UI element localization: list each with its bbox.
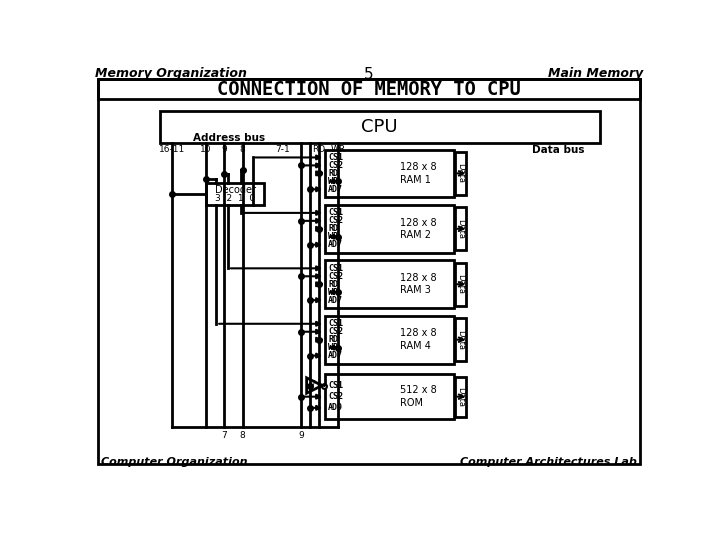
Bar bbox=[455, 318, 466, 361]
Text: Computer Architectures Lab: Computer Architectures Lab bbox=[460, 457, 637, 467]
Text: 7: 7 bbox=[221, 431, 227, 440]
Text: 128 x 8
RAM 1: 128 x 8 RAM 1 bbox=[400, 162, 437, 185]
Text: 5: 5 bbox=[364, 67, 374, 82]
Text: CS1: CS1 bbox=[328, 208, 343, 218]
Text: CS1: CS1 bbox=[328, 381, 343, 390]
Bar bbox=[325, 316, 454, 363]
Text: AD7: AD7 bbox=[328, 296, 343, 305]
Text: Computer Organization: Computer Organization bbox=[101, 457, 248, 467]
Text: 8: 8 bbox=[240, 145, 246, 154]
Text: WR: WR bbox=[328, 288, 338, 296]
Text: Address bus: Address bus bbox=[193, 132, 265, 143]
Text: AD9: AD9 bbox=[328, 403, 343, 413]
Text: CS1: CS1 bbox=[328, 264, 343, 273]
Text: 7: 7 bbox=[310, 380, 315, 389]
Text: 16-11: 16-11 bbox=[158, 145, 185, 154]
Text: CS2: CS2 bbox=[328, 327, 343, 336]
Text: Data bus: Data bus bbox=[532, 145, 585, 155]
Text: 8: 8 bbox=[240, 431, 246, 440]
Text: 9: 9 bbox=[298, 431, 304, 440]
Text: WR: WR bbox=[328, 232, 338, 241]
Text: 128 x 8
RAM 3: 128 x 8 RAM 3 bbox=[400, 273, 437, 295]
Bar bbox=[455, 262, 466, 306]
Bar bbox=[325, 260, 454, 308]
Text: Data: Data bbox=[456, 164, 465, 184]
Text: CS1: CS1 bbox=[328, 153, 343, 162]
Text: WR: WR bbox=[328, 177, 338, 186]
Text: CS1: CS1 bbox=[328, 319, 343, 328]
Text: Decoder: Decoder bbox=[215, 186, 256, 195]
Text: 9: 9 bbox=[221, 145, 227, 154]
Text: Data: Data bbox=[456, 219, 465, 239]
Text: AD7: AD7 bbox=[328, 240, 343, 249]
Text: CS2: CS2 bbox=[328, 392, 343, 401]
Text: AD7: AD7 bbox=[328, 351, 343, 360]
Bar bbox=[455, 377, 466, 417]
Text: WR: WR bbox=[330, 145, 346, 154]
Text: Data: Data bbox=[456, 330, 465, 350]
Text: CONNECTION OF MEMORY TO CPU: CONNECTION OF MEMORY TO CPU bbox=[217, 79, 521, 99]
Text: RD: RD bbox=[328, 169, 338, 178]
Bar bbox=[325, 205, 454, 253]
Text: CPU: CPU bbox=[361, 118, 398, 136]
Text: Memory Organization: Memory Organization bbox=[95, 67, 247, 80]
Bar bbox=[325, 374, 454, 419]
Text: AD7: AD7 bbox=[328, 185, 343, 194]
Text: 10: 10 bbox=[200, 145, 212, 154]
Text: RD: RD bbox=[312, 145, 325, 154]
Bar bbox=[160, 111, 600, 143]
Text: CS2: CS2 bbox=[328, 217, 343, 225]
Bar bbox=[325, 150, 454, 197]
Text: Data: Data bbox=[456, 387, 465, 407]
Bar bbox=[206, 184, 264, 205]
Text: RD: RD bbox=[328, 224, 338, 233]
Text: CS2: CS2 bbox=[328, 272, 343, 281]
Text: 7-1: 7-1 bbox=[275, 145, 290, 154]
Bar bbox=[455, 152, 466, 195]
Text: 128 x 8
RAM 4: 128 x 8 RAM 4 bbox=[400, 328, 437, 351]
Bar bbox=[98, 79, 640, 99]
Text: Data: Data bbox=[456, 274, 465, 294]
Text: RD: RD bbox=[328, 280, 338, 289]
Text: WR: WR bbox=[328, 343, 338, 352]
Text: 512 x 8
ROM: 512 x 8 ROM bbox=[400, 386, 437, 408]
Text: CS2: CS2 bbox=[328, 161, 343, 170]
Text: RD: RD bbox=[328, 335, 338, 344]
Text: Main Memory: Main Memory bbox=[548, 67, 643, 80]
Bar bbox=[455, 207, 466, 251]
Text: 3  2  1  0: 3 2 1 0 bbox=[215, 194, 255, 204]
Text: 128 x 8
RAM 2: 128 x 8 RAM 2 bbox=[400, 218, 437, 240]
